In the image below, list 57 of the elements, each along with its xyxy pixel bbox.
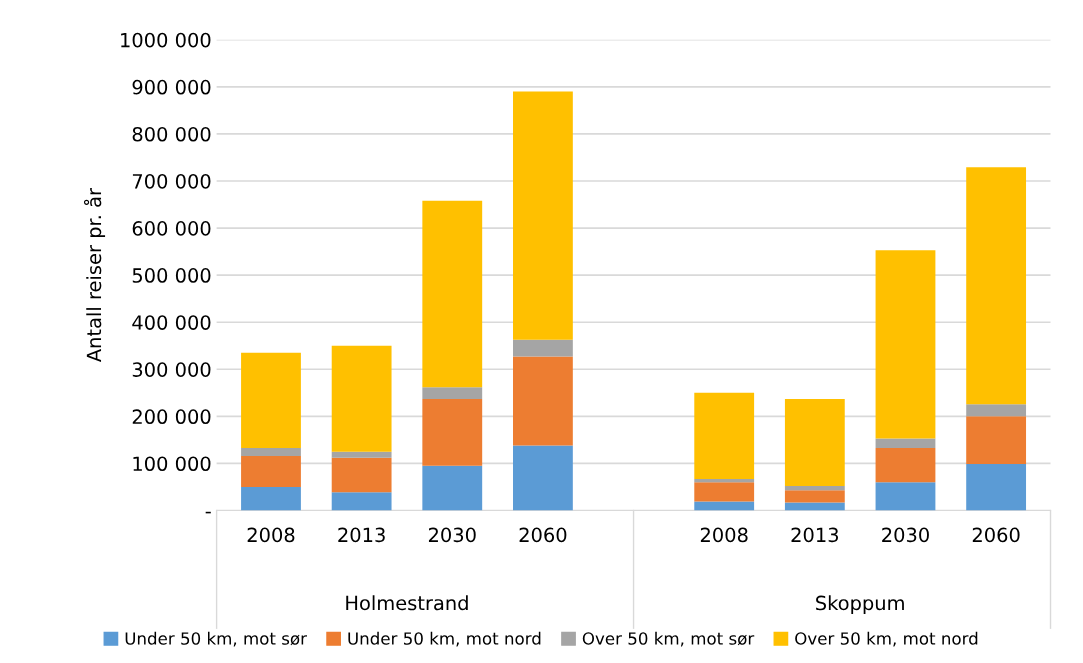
y-tick-label: 700 000 — [132, 173, 211, 189]
text: Holmestrand — [346, 595, 468, 611]
bar — [422, 465, 483, 511]
legend-label: Over 50 km, mot nord — [795, 631, 978, 647]
y-tick-label: 1000 000 — [121, 32, 211, 48]
x-tick-label: 2030 — [428, 527, 476, 543]
bar — [784, 486, 845, 491]
y-tick-label: 400 000 — [132, 315, 211, 330]
y-tick-label: 500 000 — [132, 268, 211, 283]
bar — [331, 492, 392, 511]
y-tick-label: 900 000 — [132, 79, 211, 95]
bar — [513, 356, 573, 446]
bar — [422, 200, 483, 388]
bar — [966, 416, 1027, 464]
bar — [694, 501, 755, 511]
bar — [331, 345, 392, 452]
bar — [966, 463, 1027, 511]
y-axis-title: Antall reiser pr. år — [83, 188, 106, 363]
x-tick-label: 2060 — [972, 527, 1020, 543]
bar — [875, 447, 936, 483]
bar — [966, 167, 1027, 405]
legend-label: Over 50 km, mot sør — [582, 631, 755, 647]
bar — [784, 490, 845, 503]
bar — [875, 438, 936, 448]
bar — [241, 447, 301, 456]
bar — [966, 404, 1027, 417]
bar — [513, 91, 573, 340]
x-tick-label: 2008 — [247, 527, 295, 543]
x-tick-label: 2013 — [791, 527, 839, 543]
bar — [875, 250, 936, 439]
y-tick-label: - — [205, 511, 211, 514]
x-tick-label: 2060 — [519, 527, 567, 543]
bar — [513, 445, 573, 511]
bar — [513, 339, 573, 357]
bar — [241, 455, 301, 487]
x-tick-label: 2008 — [700, 527, 748, 543]
bar — [241, 486, 301, 511]
bar — [331, 451, 392, 458]
legend-label: Under 50 km, mot nord — [348, 631, 541, 647]
y-tick-label: 100 000 — [133, 456, 211, 472]
bar — [694, 392, 755, 479]
bar — [241, 352, 301, 448]
y-tick-label: 200 000 — [132, 409, 211, 425]
bar — [694, 482, 755, 502]
y-tick-label: 300 000 — [132, 362, 211, 377]
x-tick-label: 2030 — [882, 527, 929, 543]
bar — [694, 478, 755, 483]
text: Skoppum — [816, 595, 904, 615]
bar — [331, 457, 392, 493]
bar — [422, 387, 483, 399]
x-tick-label: 2013 — [338, 527, 385, 543]
bar — [422, 398, 483, 466]
y-tick-label: 600 000 — [132, 221, 211, 236]
y-tick-label: 800 000 — [132, 126, 211, 142]
legend-label: Under 50 km, mot sør — [125, 631, 307, 647]
bar — [875, 482, 936, 511]
bar — [784, 398, 845, 487]
